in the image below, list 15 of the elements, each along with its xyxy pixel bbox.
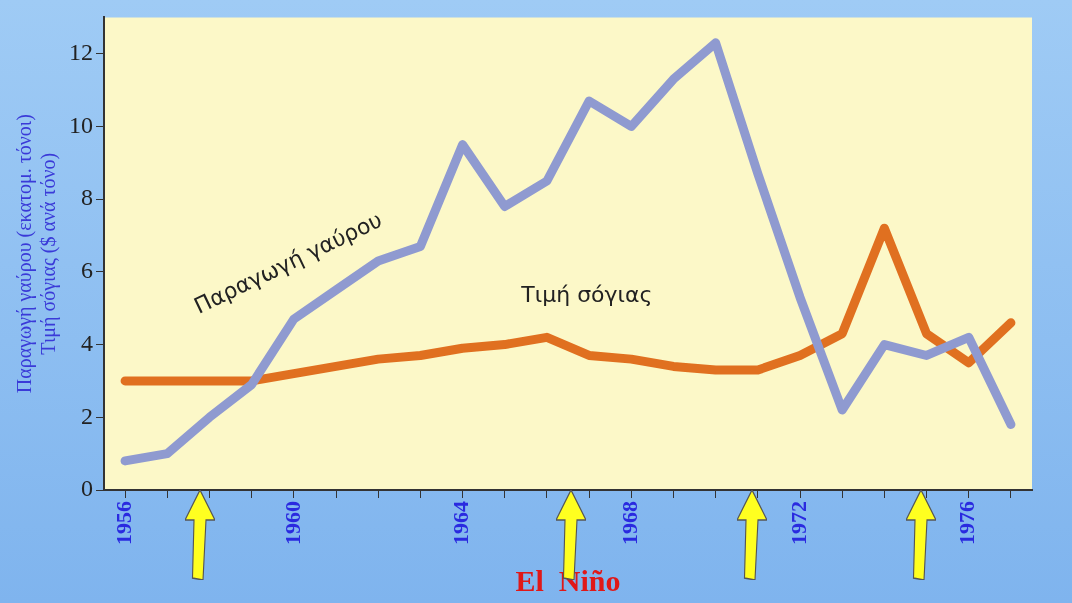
x-tick-label: 1960 [279,501,305,545]
y-axis-title: Παραγωγή γαύρου (εκατομ. τόνοι) Τιμή σόγιας ($ ανά τόνο) [13,114,61,394]
x-tick-label: 1976 [954,501,980,545]
series-label: Τιμή σόγιας [520,282,653,308]
y-tick-label: 6 [81,257,93,284]
y-tick-label: 10 [69,111,93,138]
y-tick-label: 12 [69,39,93,66]
x-tick-label: 1956 [110,501,136,545]
y-tick-label: 8 [81,184,93,211]
y-tick-label: 2 [81,402,93,429]
x-tick-label: 1964 [448,501,474,545]
y-tick-label: 0 [81,475,93,502]
x-tick-label: 1968 [616,501,642,545]
x-tick-label: 1972 [785,501,811,545]
y-tick-label: 4 [81,329,93,356]
